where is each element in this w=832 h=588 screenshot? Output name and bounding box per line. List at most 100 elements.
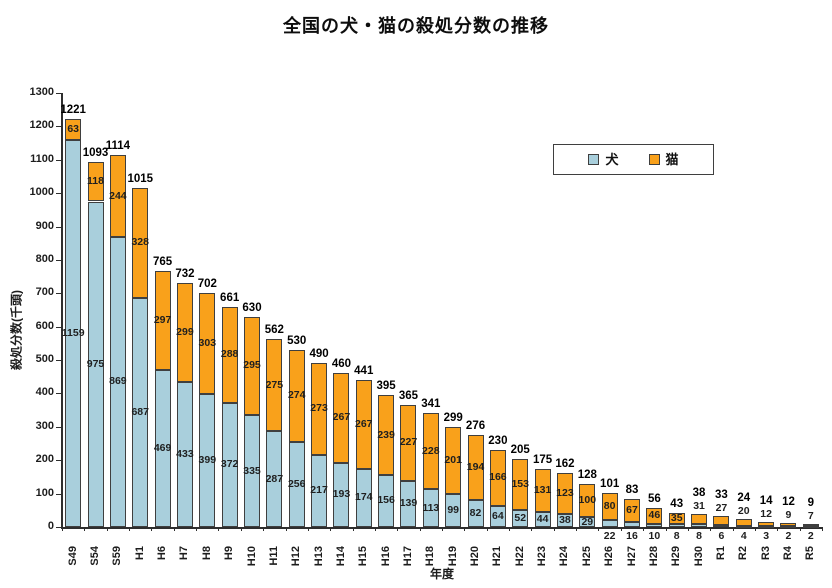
cat-value-label: 153 — [511, 477, 529, 490]
x-tick-label: H25 — [580, 546, 593, 567]
x-tick-label: H23 — [536, 546, 549, 567]
cat-bar-segment — [199, 292, 216, 394]
cat-bar-segment — [802, 523, 819, 527]
y-tick-mark — [56, 93, 61, 94]
dog-value-label: 433 — [176, 448, 194, 461]
total-value-label: 341 — [421, 398, 441, 411]
y-tick-mark — [56, 393, 61, 395]
cat-bar-segment — [713, 515, 730, 525]
cat-bar-segment — [266, 339, 283, 432]
y-tick-label: 1000 — [29, 186, 54, 199]
total-value-label: 14 — [759, 494, 773, 507]
x-tick-mark — [799, 527, 801, 531]
total-value-label: 460 — [331, 358, 351, 371]
dog-bar-segment — [400, 480, 417, 527]
y-tick-mark — [56, 493, 61, 495]
x-tick-mark — [553, 527, 555, 531]
total-value-label: 1221 — [60, 104, 86, 117]
y-axis-line — [61, 93, 63, 528]
x-tick-label: H22 — [513, 546, 526, 567]
x-tick-mark — [307, 527, 309, 531]
dog-value-label: 10 — [648, 530, 661, 542]
x-tick-mark — [263, 527, 265, 531]
total-value-label: 1114 — [105, 140, 131, 153]
x-tick-label: R4 — [781, 546, 794, 561]
total-value-label: 630 — [242, 301, 262, 314]
dog-value-label: 174 — [354, 491, 373, 504]
cat-value-label: 275 — [265, 378, 284, 391]
dog-value-label: 156 — [377, 494, 395, 507]
cat-value-label: 131 — [533, 483, 552, 496]
x-tick-label: H24 — [558, 546, 571, 567]
y-tick-mark — [56, 293, 61, 295]
x-tick-label: H20 — [469, 546, 482, 567]
y-tick-mark — [56, 326, 61, 328]
y-tick-label: 900 — [35, 219, 54, 232]
cat-value-label: 9 — [785, 509, 792, 522]
x-tick-label: H12 — [290, 546, 303, 567]
x-tick-mark — [643, 527, 645, 531]
dog-value-label: 687 — [131, 405, 149, 418]
cat-value-label: 20 — [737, 504, 750, 517]
x-tick-label: S49 — [66, 546, 79, 566]
cat-bar-segment — [445, 426, 462, 494]
dog-bar-segment — [87, 201, 104, 527]
total-value-label: 299 — [443, 411, 463, 424]
y-tick-label: 300 — [35, 419, 54, 432]
x-tick-mark — [419, 527, 421, 531]
cat-bar-segment — [109, 155, 126, 237]
total-value-label: 395 — [376, 380, 396, 393]
cat-value-label: 288 — [220, 348, 239, 361]
dog-bar-segment — [713, 524, 730, 527]
dog-bar-segment — [624, 521, 640, 527]
cat-bar-segment — [556, 473, 573, 515]
x-tick-mark — [464, 527, 466, 531]
cat-value-label: 299 — [176, 326, 194, 339]
y-tick-label: 700 — [35, 286, 54, 299]
cat-bar-segment — [422, 413, 439, 490]
total-value-label: 205 — [510, 443, 530, 456]
dog-bar-segment — [199, 393, 216, 527]
dog-value-label: 22 — [603, 530, 616, 542]
cat-value-label: 80 — [603, 499, 616, 512]
x-tick-mark — [330, 527, 332, 531]
x-tick-label: H18 — [424, 546, 437, 567]
y-tick-mark — [56, 126, 61, 128]
total-value-label: 33 — [715, 488, 728, 501]
cat-value-label: 166 — [489, 471, 507, 484]
cat-value-label: 201 — [444, 453, 462, 466]
cat-bar-segment — [646, 508, 663, 524]
dog-value-label: 287 — [265, 472, 284, 485]
total-value-label: 83 — [625, 484, 639, 497]
x-tick-mark — [576, 527, 578, 531]
total-value-label: 24 — [737, 491, 751, 504]
cat-bar-segment — [624, 499, 640, 522]
dog-value-label: 399 — [198, 453, 217, 466]
cat-bar-segment — [780, 523, 797, 527]
dog-color-swatch — [588, 154, 600, 165]
x-axis-line — [61, 527, 822, 529]
cat-bar-segment — [311, 363, 328, 455]
y-tick-label: 200 — [35, 453, 54, 466]
x-tick-mark — [397, 527, 399, 531]
y-tick-label: 1100 — [30, 152, 54, 165]
x-tick-label: S59 — [111, 546, 124, 566]
cat-bar-segment — [244, 316, 260, 416]
dog-bar-segment — [333, 462, 350, 527]
dog-bar-segment — [780, 526, 797, 529]
x-tick-label: H11 — [267, 546, 280, 566]
total-value-label: 365 — [398, 389, 419, 402]
total-value-label: 732 — [175, 267, 195, 280]
x-tick-mark — [84, 527, 86, 531]
x-tick-label: H27 — [625, 546, 638, 567]
total-value-label: 562 — [264, 324, 284, 337]
x-tick-mark — [665, 527, 667, 531]
y-tick-mark — [56, 527, 61, 528]
y-tick-mark — [56, 360, 61, 362]
cat-value-label: 303 — [198, 336, 217, 349]
x-tick-mark — [173, 527, 175, 531]
cat-value-label: 239 — [377, 428, 395, 441]
total-value-label: 38 — [692, 486, 706, 499]
total-value-label: 1093 — [82, 147, 109, 160]
dog-bar-segment — [266, 431, 283, 527]
